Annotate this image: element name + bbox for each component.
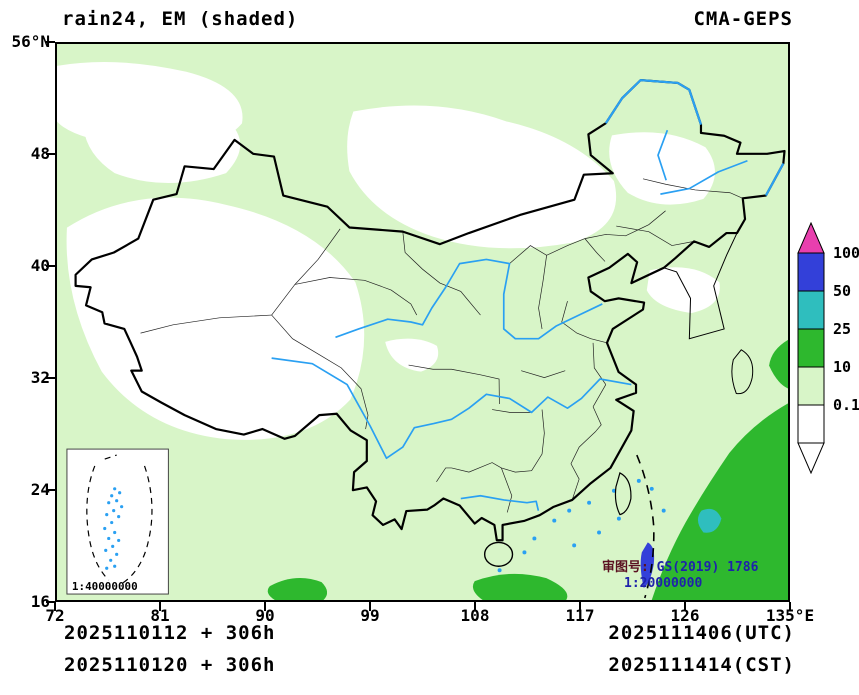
lon-axis-label: 117	[565, 606, 595, 625]
lon-tick	[474, 602, 476, 611]
songhua-river	[660, 159, 748, 195]
yellow-river	[335, 258, 603, 340]
colorbar-arrow-below	[797, 442, 825, 474]
lon-axis-label: 81	[150, 606, 170, 625]
inset-island-dots	[103, 487, 124, 570]
lat-tick	[46, 41, 55, 43]
lat-tick	[46, 377, 55, 379]
rivers	[271, 129, 748, 511]
colorbar-seg-10-25	[797, 328, 825, 368]
lon-tick	[684, 602, 686, 611]
nen-river	[657, 129, 669, 181]
lon-axis-label: 135°E	[765, 606, 815, 625]
dashed-maritime-line	[636, 454, 655, 599]
hainan-island	[483, 541, 514, 567]
colorbar-label: 0.1	[833, 396, 859, 414]
lat-axis-label: 48	[30, 144, 50, 163]
colorbar-seg-25-50	[797, 290, 825, 330]
lon-tick	[54, 602, 56, 611]
init-time-cst: 2025110120 + 306h	[64, 654, 276, 676]
lat-axis-label: 24	[30, 480, 50, 499]
map-license-note: 审图号: GS(2019) 1786	[602, 556, 758, 575]
lon-tick	[579, 602, 581, 611]
colorbar-label: 10	[833, 358, 852, 376]
korea-coastline	[663, 232, 738, 340]
colorbar	[797, 222, 825, 474]
colorbar-seg-below-0.1	[797, 404, 825, 444]
lon-axis-label: 108	[460, 606, 490, 625]
colorbar-label: 25	[833, 320, 852, 338]
taiwan-island	[614, 472, 632, 516]
map-frame: 1:40000000 审图号: GS(2019) 1786 1:20000000	[55, 42, 790, 602]
lat-tick	[46, 601, 55, 603]
lon-tick	[264, 602, 266, 611]
lat-tick	[46, 153, 55, 155]
lat-axis-label: 40	[30, 256, 50, 275]
lat-axis-label: 56°N	[11, 32, 50, 51]
colorbar-arrow-over-100	[797, 222, 825, 254]
valid-time-utc: 2025111406(UTC)	[608, 622, 795, 644]
lon-tick	[369, 602, 371, 611]
lat-tick	[46, 489, 55, 491]
lon-tick	[789, 602, 791, 611]
init-time-utc: 2025110112 + 306h	[64, 622, 276, 644]
china-border	[74, 79, 786, 542]
colorbar-seg-0.1-10	[797, 366, 825, 406]
kyushu-coastline	[731, 349, 754, 395]
amur-ussuri-border-rivers	[604, 79, 785, 197]
province-borders	[140, 178, 743, 513]
inset-scale-label: 1:40000000	[72, 580, 138, 593]
license-label: 审图号:	[602, 560, 649, 575]
pearl-river	[460, 494, 540, 511]
rain-shade-green-regions	[267, 339, 788, 600]
valid-time-cst: 2025111414(CST)	[608, 654, 795, 676]
lon-axis-label: 90	[255, 606, 275, 625]
lon-axis-label: 126	[670, 606, 700, 625]
lat-axis-label: 16	[30, 592, 50, 611]
lon-axis-label: 72	[45, 606, 65, 625]
lat-tick	[46, 265, 55, 267]
model-name-label: CMA-GEPS	[693, 8, 793, 30]
lon-axis-label: 99	[360, 606, 380, 625]
plot-title: rain24, EM (shaded)	[62, 8, 299, 30]
rain-speckles	[497, 478, 666, 573]
colorbar-label: 100	[833, 244, 859, 262]
south-china-sea-inset: 1:40000000	[66, 448, 169, 595]
license-value: GS(2019) 1786	[656, 560, 759, 575]
colorbar-seg-50-100	[797, 252, 825, 292]
yangtze-river	[271, 357, 632, 460]
lat-axis-label: 32	[30, 368, 50, 387]
china-precipitation-map: 1:40000000	[57, 44, 788, 600]
colorbar-label: 50	[833, 282, 852, 300]
map-scale-note: 1:20000000	[624, 576, 703, 591]
lon-tick	[159, 602, 161, 611]
